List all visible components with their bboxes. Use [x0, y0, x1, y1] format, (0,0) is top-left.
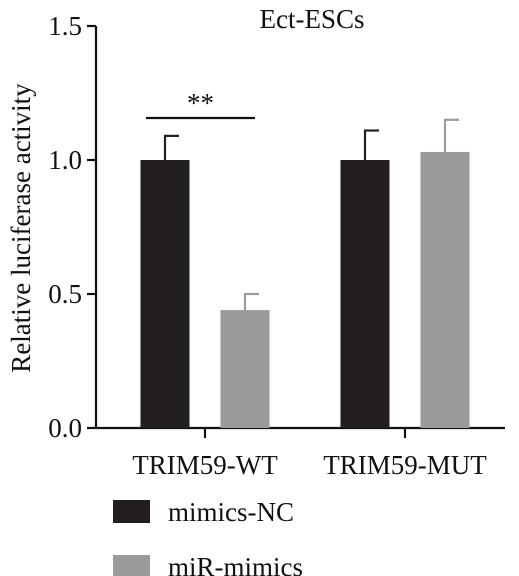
- bar-mir-mimics-trim59-wt: [220, 310, 270, 428]
- bar-mimics-nc-trim59-mut: [340, 160, 390, 428]
- legend-swatch-mimics-nc: [113, 500, 150, 523]
- bar-mir-mimics-trim59-mut: [420, 151, 470, 428]
- y-axis-ticks: 0.0 0.5 1.0 1.5: [48, 11, 96, 443]
- x-axis-ticks: TRIM59-WT TRIM59-MUT: [132, 428, 487, 480]
- y-tick-label: 0.0: [48, 413, 82, 443]
- error-bar-group: [163, 118, 459, 311]
- significance-annotations: **: [146, 88, 255, 120]
- y-tick-label: 1.5: [48, 11, 82, 41]
- y-axis-label: Relative luciferase activity: [6, 83, 36, 373]
- legend-label: miR-mimics: [168, 552, 303, 576]
- significance-stars: **: [187, 88, 214, 118]
- y-tick-label: 1.0: [48, 145, 82, 175]
- chart-title: Ect-ESCs: [260, 4, 365, 34]
- legend-label: mimics-NC: [168, 497, 294, 527]
- legend: mimics-NC miR-mimics: [113, 497, 303, 576]
- legend-swatch-mir-mimics: [113, 555, 150, 576]
- x-tick-label: TRIM59-WT: [132, 450, 278, 480]
- y-tick-label: 0.5: [48, 279, 82, 309]
- x-tick-label: TRIM59-MUT: [323, 450, 487, 480]
- bar-mimics-nc-trim59-wt: [140, 160, 190, 428]
- bar-group: [140, 151, 470, 428]
